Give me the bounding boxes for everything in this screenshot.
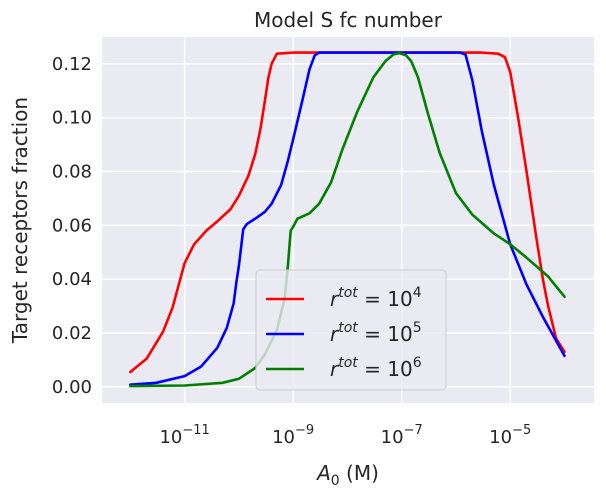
x-tick-exponent: −7 <box>404 423 423 438</box>
x-tick-exponent: −11 <box>182 423 209 438</box>
x-axis-label: A0 (M) <box>315 461 379 489</box>
y-tick-label: 0.08 <box>52 162 92 183</box>
x-tick-label: 10−7 <box>381 423 423 448</box>
y-tick-label: 0.00 <box>52 377 92 398</box>
x-tick-exponent: −5 <box>512 423 531 438</box>
x-tick-base: 10 <box>489 427 512 448</box>
x-tick-exponent: −9 <box>295 423 314 438</box>
x-axis-label-sub: 0 <box>331 473 340 489</box>
legend-label: rtot = 105 <box>330 320 422 346</box>
x-tick-label: 10−5 <box>489 423 531 448</box>
y-tick-label: 0.02 <box>52 323 92 344</box>
x-tick-labels: 10−11 10−9 10−7 10−5 <box>159 423 531 448</box>
legend-label: rtot = 104 <box>330 285 422 311</box>
series-line <box>129 51 566 386</box>
chart-title: Model S fc number <box>254 8 443 32</box>
y-axis-label: Target receptors fraction <box>8 97 32 344</box>
x-tick-base: 10 <box>272 427 295 448</box>
y-tick-label: 0.12 <box>52 54 92 75</box>
y-tick-label: 0.04 <box>52 269 92 290</box>
legend: rtot = 104 rtot = 105 rtot = 106 <box>255 269 447 391</box>
y-tick-label: 0.10 <box>52 108 92 129</box>
x-tick-label: 10−11 <box>159 423 209 448</box>
x-tick-base: 10 <box>159 427 182 448</box>
x-tick-label: 10−9 <box>272 423 314 448</box>
x-axis-label-unit: (M) <box>340 461 379 485</box>
x-tick-base: 10 <box>381 427 404 448</box>
series-line <box>129 51 566 374</box>
legend-label: rtot = 106 <box>330 355 422 381</box>
y-tick-labels: 0.00 0.02 0.04 0.06 0.08 0.10 0.12 <box>52 54 92 398</box>
x-axis-label-var: A <box>315 461 331 485</box>
y-tick-label: 0.06 <box>52 215 92 236</box>
